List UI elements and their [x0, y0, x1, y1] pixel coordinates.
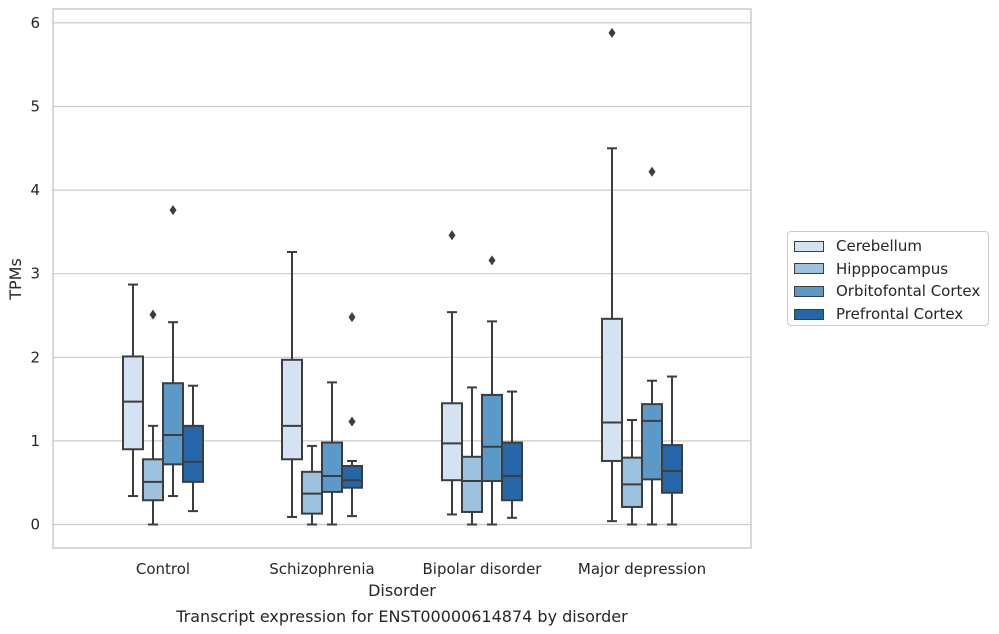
legend-label: Orbitofontal Cortex	[836, 282, 981, 301]
legend-item: Hipppocampus	[794, 258, 988, 281]
legend: Cerebellum Hipppocampus Orbitofontal Corte…	[787, 231, 989, 326]
legend-item: Cerebellum	[794, 235, 988, 258]
box-group	[441, 230, 463, 516]
y-tick-label: 4	[30, 181, 40, 199]
box-group	[321, 381, 343, 526]
box-group	[162, 205, 184, 498]
box-iqr	[661, 444, 683, 494]
box-iqr	[641, 403, 663, 481]
box-group	[501, 390, 523, 519]
y-tick-label: 5	[30, 98, 40, 116]
y-tick-label: 2	[30, 348, 40, 366]
y-tick-labels: 0 1 2 3 4 5 6	[30, 14, 40, 534]
box-group	[621, 419, 643, 526]
y-tick-label: 3	[30, 265, 40, 283]
box-group	[142, 309, 164, 526]
box-iqr	[182, 424, 204, 483]
outlier-point	[169, 205, 177, 216]
box-iqr	[501, 441, 523, 502]
box-group	[301, 444, 323, 526]
legend-swatch	[794, 285, 824, 297]
box-group	[341, 312, 363, 518]
x-tick-label: Schizophrenia	[269, 560, 374, 578]
box-group	[281, 250, 303, 518]
legend-item: Prefrontal Cortex	[794, 303, 988, 326]
box-group	[601, 27, 623, 523]
box-group	[661, 375, 683, 526]
outlier-point	[149, 309, 157, 320]
outlier-point	[348, 416, 356, 427]
legend-swatch	[794, 240, 824, 252]
box-group	[122, 283, 144, 498]
legend-swatch	[794, 308, 824, 320]
y-axis-title: TPMs	[6, 258, 25, 301]
x-tick-labels: Control Schizophrenia Bipolar disorder Majo…	[136, 560, 706, 578]
boxes-layer	[122, 27, 683, 526]
box-iqr	[321, 441, 343, 493]
outlier-point	[648, 166, 656, 177]
outlier-point	[488, 255, 496, 266]
box-iqr	[461, 455, 483, 513]
y-tick-label: 0	[30, 516, 40, 534]
box-iqr	[122, 355, 144, 451]
outlier-point	[348, 312, 356, 323]
x-tick-label: Bipolar disorder	[423, 560, 543, 578]
box-group	[481, 255, 503, 526]
y-tick-label: 1	[30, 432, 40, 450]
x-axis-title: Disorder	[368, 581, 436, 600]
box-iqr	[481, 393, 503, 483]
x-tick-label: Control	[136, 560, 190, 578]
x-tick-label: Major depression	[578, 560, 706, 578]
legend-label: Prefrontal Cortex	[836, 305, 964, 324]
plot-frame	[52, 8, 752, 549]
legend-label: Cerebellum	[836, 237, 922, 256]
legend-label: Hipppocampus	[836, 259, 949, 278]
chart-title: Transcript expression for ENST0000061487…	[175, 607, 628, 626]
y-tick-label: 6	[30, 14, 40, 32]
legend-swatch	[794, 263, 824, 275]
outlier-point	[448, 230, 456, 241]
box-iqr	[441, 402, 463, 482]
legend-item: Orbitofontal Cortex	[794, 280, 988, 303]
box-group	[641, 166, 663, 526]
outlier-point	[608, 27, 616, 38]
box-iqr	[601, 317, 623, 462]
box-group	[461, 386, 483, 526]
box-iqr	[142, 458, 164, 502]
box-iqr	[621, 456, 643, 508]
box-iqr	[162, 382, 184, 466]
box-group	[182, 384, 204, 513]
box-iqr	[281, 358, 303, 461]
box-iqr	[341, 464, 363, 489]
